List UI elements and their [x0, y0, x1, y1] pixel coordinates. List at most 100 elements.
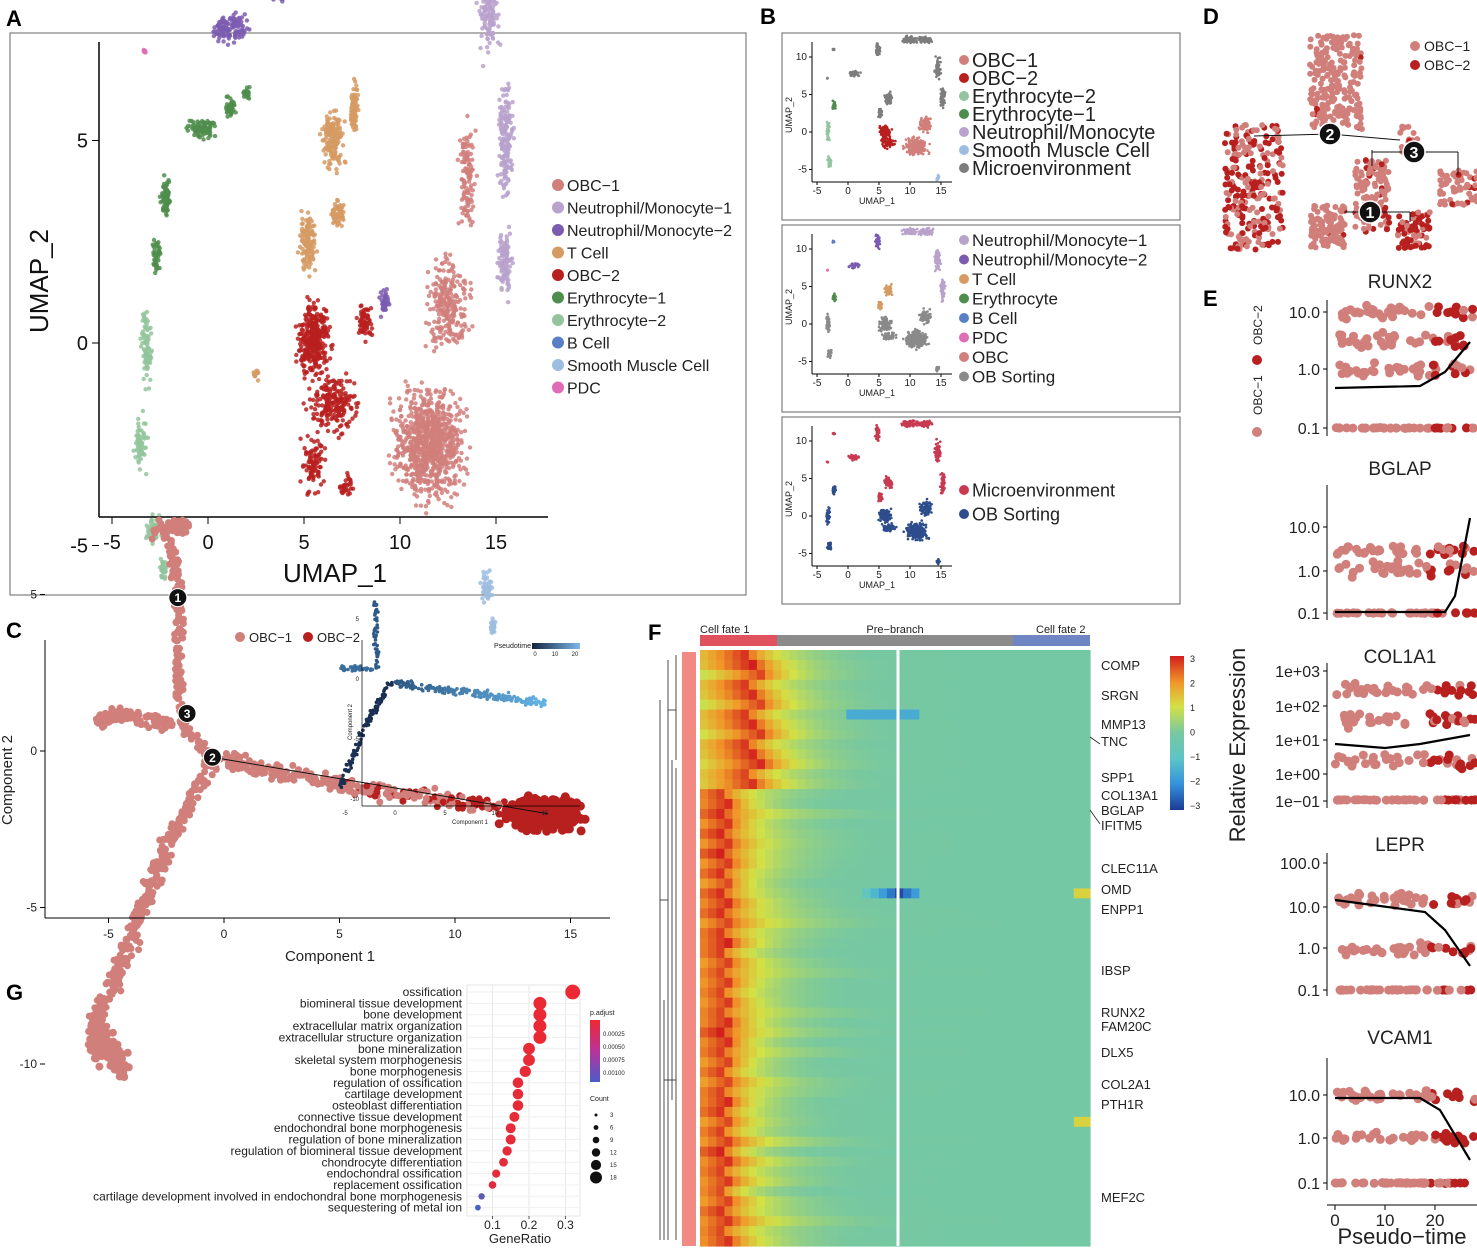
cell-point — [318, 444, 323, 449]
cell-point — [429, 410, 435, 415]
cell-point — [231, 40, 237, 45]
cell-point — [473, 128, 478, 133]
cell-point — [138, 344, 144, 349]
cell-point — [490, 30, 496, 36]
cell-point — [349, 94, 354, 100]
cell-point — [446, 450, 452, 455]
cell-point — [455, 320, 460, 325]
cell-point — [440, 290, 446, 295]
cell-point — [507, 269, 512, 274]
cell-point — [491, 625, 497, 630]
cell-point — [328, 146, 333, 152]
cell-point — [359, 309, 364, 314]
cell-point — [358, 304, 363, 309]
cell-point — [418, 489, 424, 494]
cell-point — [428, 396, 434, 401]
cell-point — [437, 440, 442, 445]
cell-point — [455, 427, 460, 433]
cell-point — [324, 330, 329, 336]
cell-point — [423, 504, 429, 509]
cell-point — [444, 309, 449, 315]
cell-point — [312, 232, 317, 237]
cell-point — [148, 377, 153, 382]
cell-point — [341, 402, 347, 408]
cell-point — [443, 470, 448, 475]
cell-point — [318, 418, 324, 423]
cell-point — [437, 394, 442, 400]
cell-point — [331, 108, 337, 114]
cell-point — [425, 284, 430, 290]
cell-point — [233, 110, 238, 115]
cell-point — [336, 410, 342, 415]
cell-point — [499, 262, 504, 267]
cell-point — [308, 225, 313, 230]
cell-point — [307, 397, 313, 402]
cell-point — [337, 400, 342, 405]
cell-point — [146, 526, 151, 531]
legend-swatch — [552, 179, 564, 191]
cell-point — [351, 115, 357, 120]
cell-point — [440, 312, 445, 317]
cell-point — [322, 351, 327, 357]
cell-point — [500, 250, 505, 255]
cell-point — [221, 39, 226, 44]
cell-point — [149, 348, 154, 353]
cell-point — [461, 141, 466, 147]
cell-point — [400, 478, 406, 484]
cell-point — [349, 103, 355, 109]
cell-point — [225, 114, 230, 119]
cell-point — [474, 0, 479, 6]
cell-point — [446, 420, 452, 426]
cell-point — [356, 107, 361, 113]
cell-point — [321, 137, 326, 143]
cell-point — [148, 360, 153, 365]
cell-point — [350, 416, 355, 421]
cell-point — [442, 479, 447, 485]
cell-point — [308, 342, 313, 347]
legend-label: Neutrophil/Monocyte−1 — [567, 201, 732, 218]
cell-point — [466, 190, 471, 195]
legend-swatch — [552, 224, 564, 236]
cell-point — [415, 388, 420, 393]
cell-point — [495, 275, 500, 280]
cell-point — [225, 33, 230, 38]
cell-point — [419, 440, 425, 445]
cell-point — [227, 102, 233, 108]
cell-point — [427, 493, 432, 499]
panel-a-umap: -50510151050-5UMAP_1UMAP_2OBC−1Neutrophi… — [24, 0, 732, 635]
cell-point — [352, 381, 357, 386]
cell-point — [211, 33, 217, 39]
legend-label: PDC — [567, 381, 601, 398]
legend-label: Erythrocyte−1 — [567, 291, 666, 308]
cell-point — [315, 298, 321, 303]
cell-point — [311, 468, 316, 473]
cell-point — [434, 325, 439, 330]
cell-point — [446, 331, 452, 336]
cell-point — [464, 456, 470, 461]
cell-point — [350, 486, 356, 491]
cell-point — [428, 473, 433, 478]
cell-point — [418, 394, 423, 399]
cell-point — [462, 278, 467, 283]
cell-point — [301, 463, 306, 468]
cell-point — [446, 407, 451, 412]
cell-point — [418, 503, 424, 508]
cell-point — [439, 325, 445, 330]
cell-point — [337, 212, 342, 218]
cell-point — [463, 185, 469, 191]
cell-point — [439, 261, 445, 266]
cell-point — [185, 128, 191, 133]
cell-point — [142, 49, 147, 55]
cell-point — [411, 477, 416, 482]
cell-point — [453, 459, 459, 464]
cell-point — [443, 276, 448, 281]
cell-point — [327, 356, 333, 361]
cell-point — [236, 32, 241, 37]
cell-point — [908, 142, 912, 145]
cell-point — [504, 163, 510, 168]
cell-point — [244, 18, 250, 23]
legend-label: T Cell — [567, 246, 609, 263]
cell-point — [344, 379, 349, 384]
cell-point — [301, 339, 306, 345]
cell-point — [505, 300, 511, 305]
